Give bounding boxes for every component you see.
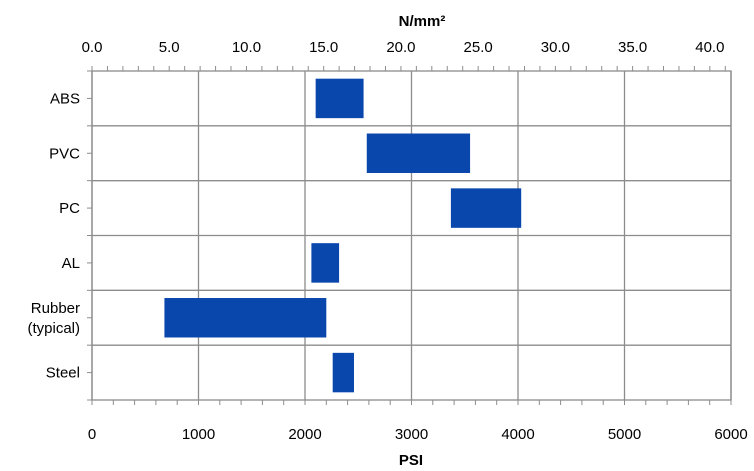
top-tick-label: 40.0 bbox=[695, 39, 724, 56]
bottom-axis-title: PSI bbox=[399, 452, 423, 469]
top-tick-label: 10.0 bbox=[232, 39, 261, 56]
label-layer: 0 1000 2000 3000 4000 5000 6000 0.0 5.0 10.0 15.0 2… bbox=[27, 39, 747, 443]
top-tick-label: 35.0 bbox=[618, 39, 647, 56]
top-tick-label: 15.0 bbox=[309, 39, 338, 56]
top-tick-label: 20.0 bbox=[386, 39, 415, 56]
range-bar bbox=[450, 188, 522, 228]
bottom-tick-label: 5000 bbox=[608, 426, 641, 443]
bottom-tick-label: 4000 bbox=[501, 426, 534, 443]
bottom-tick-label: 1000 bbox=[182, 426, 215, 443]
category-label: (typical) bbox=[27, 320, 80, 337]
bottom-tick-label: 0 bbox=[88, 426, 96, 443]
range-bar bbox=[366, 133, 471, 173]
bottom-tick-label: 6000 bbox=[714, 426, 747, 443]
bottom-tick-label: 3000 bbox=[395, 426, 428, 443]
category-label: Steel bbox=[46, 365, 80, 382]
top-axis-title: N/mm² bbox=[399, 13, 446, 30]
category-label: PVC bbox=[49, 145, 80, 162]
category-label: ABS bbox=[50, 90, 80, 107]
category-label: Rubber bbox=[31, 300, 80, 317]
range-bar bbox=[315, 78, 364, 119]
top-tick-label: 25.0 bbox=[464, 39, 493, 56]
category-label: AL bbox=[62, 255, 80, 272]
top-tick-label: 5.0 bbox=[159, 39, 180, 56]
grid-layer bbox=[91, 70, 732, 401]
top-tick-label: 30.0 bbox=[541, 39, 570, 56]
axis-layer bbox=[87, 66, 732, 405]
range-bar bbox=[164, 298, 327, 338]
bottom-tick-label: 2000 bbox=[288, 426, 321, 443]
range-bar bbox=[332, 352, 354, 393]
range-bar bbox=[311, 243, 340, 283]
bar-layer bbox=[164, 78, 522, 393]
top-tick-label: 0.0 bbox=[82, 39, 103, 56]
category-label: PC bbox=[59, 200, 80, 217]
